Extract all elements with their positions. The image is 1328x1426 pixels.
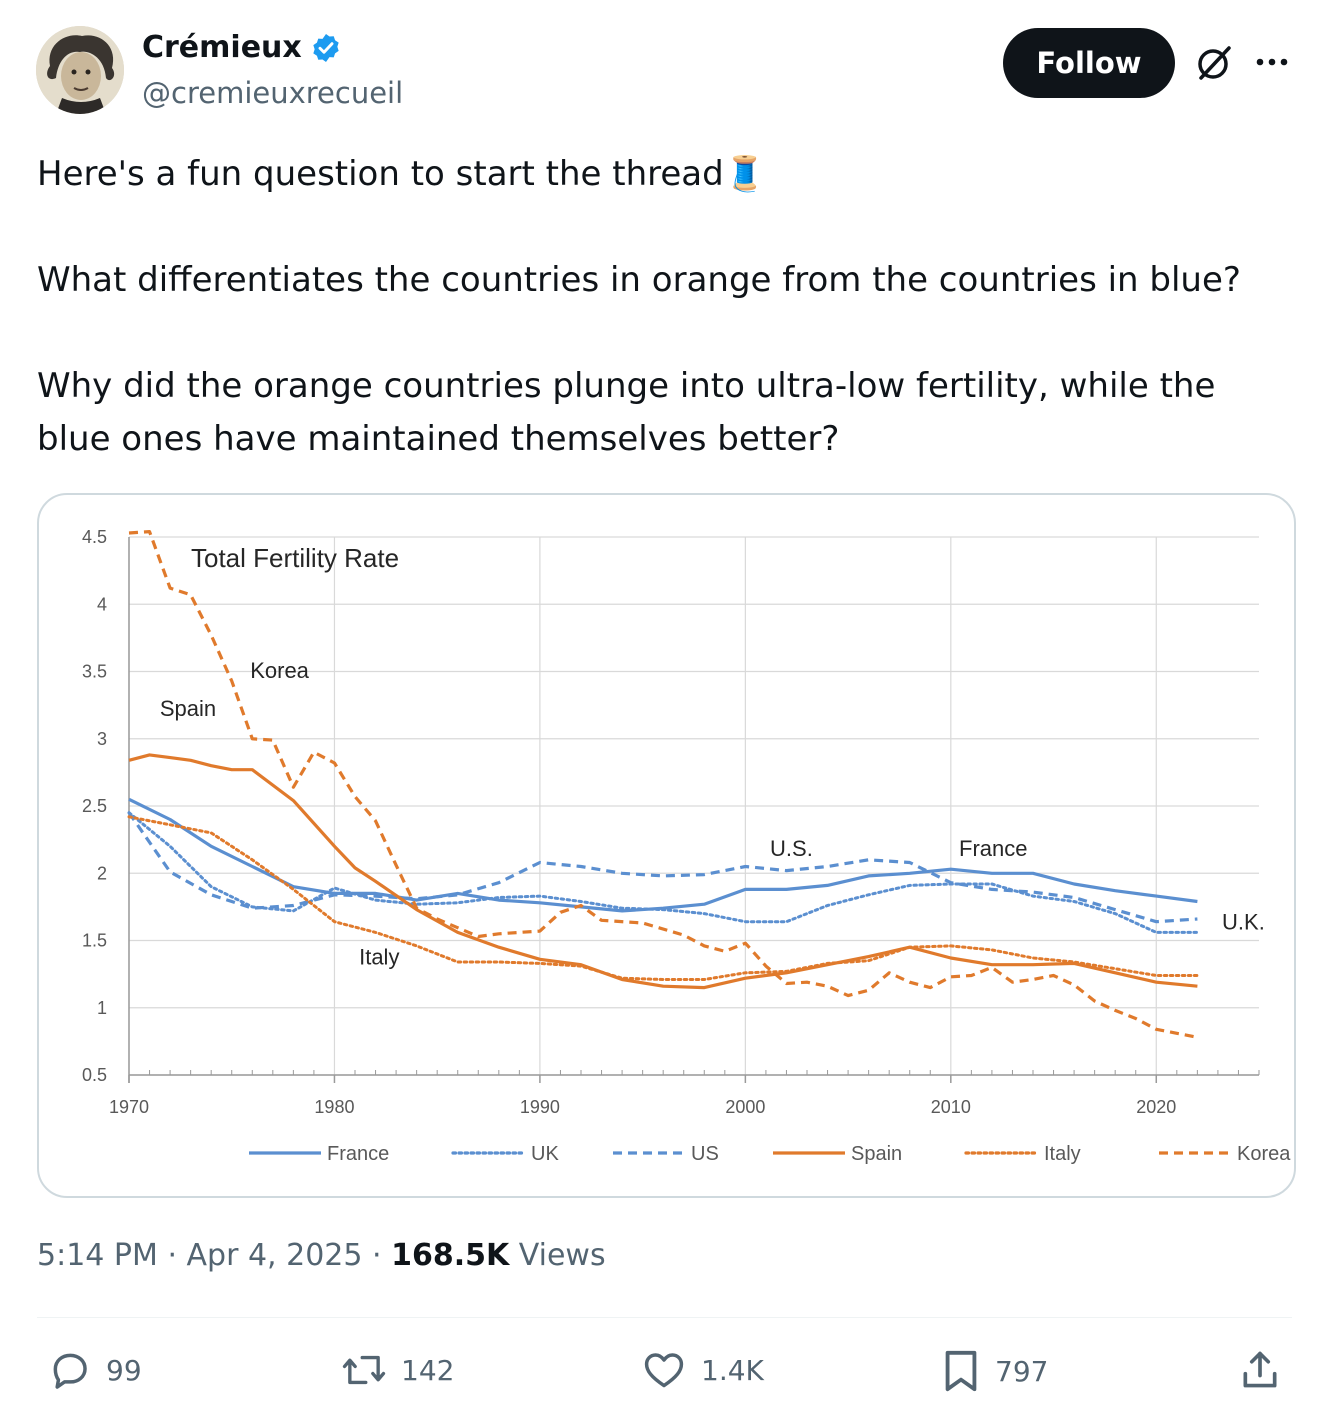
legend-label-france: France [327, 1143, 389, 1165]
annotation-label: Spain [160, 696, 216, 721]
tweet-text-line-2: What differentiates the countries in ora… [37, 260, 1241, 300]
annotation-label: U.K. [1222, 910, 1265, 935]
legend-label-us: US [691, 1143, 719, 1165]
share-icon [1243, 1351, 1277, 1388]
x-tick-label: 2010 [931, 1097, 971, 1117]
avatar[interactable] [36, 26, 124, 114]
repost-icon [342, 1355, 386, 1385]
repost-count: 142 [401, 1353, 455, 1387]
repost-button[interactable]: 142 [341, 1348, 454, 1392]
reply-button[interactable]: 99 [48, 1348, 142, 1392]
x-tick-label: 2020 [1136, 1097, 1176, 1117]
media-card[interactable]: 0.5 1 1.5 2 2.5 3 3.5 4 4.5 1970 1980 1990 2000 2010 2… [37, 493, 1296, 1198]
y-tick-label: 0.5 [82, 1065, 107, 1085]
annotation-label: U.S. [770, 836, 813, 861]
legend-label-spain: Spain [851, 1143, 902, 1165]
author-name-row[interactable]: Crémieux [142, 30, 342, 65]
y-tick-label: 1.5 [82, 931, 107, 951]
tweet-time[interactable]: 5:14 PM [37, 1238, 158, 1273]
verified-badge-icon [313, 33, 339, 62]
annotation-label: France [959, 836, 1027, 861]
tweet-date[interactable]: Apr 4, 2025 [186, 1238, 363, 1273]
y-tick-label: 2.5 [82, 796, 107, 816]
y-tick-label: 4 [97, 594, 107, 614]
x-tick-label: 2000 [725, 1097, 765, 1117]
series-line-uk [127, 811, 1199, 934]
series-line-us [127, 811, 1198, 924]
avatar-image [36, 26, 124, 114]
fertility-chart: 0.5 1 1.5 2 2.5 3 3.5 4 4.5 1970 1980 1990 2000 2010 2… [82, 527, 1291, 1165]
x-tick-label: 1970 [109, 1097, 149, 1117]
meta-separator: · [167, 1238, 187, 1273]
legend-label-uk: UK [531, 1143, 559, 1165]
x-tick-label: 1980 [314, 1097, 354, 1117]
y-tick-label: 3.5 [82, 662, 107, 682]
tweet-text-line-1: Here's a fun question to start the threa… [37, 154, 767, 194]
series-line-korea [128, 530, 1198, 1039]
share-button[interactable] [1238, 1348, 1282, 1392]
annotation-label: Korea [250, 658, 309, 683]
legend-label-italy: Italy [1044, 1143, 1081, 1165]
more-options-icon[interactable] [1252, 44, 1292, 80]
heart-icon [644, 1353, 684, 1388]
author-handle[interactable]: @cremieuxrecueil [142, 76, 404, 110]
views-count: 168.5K [391, 1238, 510, 1273]
like-button[interactable]: 1.4K [641, 1348, 764, 1392]
annotation-label: Italy [359, 945, 399, 970]
like-count: 1.4K [701, 1353, 764, 1387]
series-line-spain [128, 753, 1198, 990]
tweet-text-line-3: Why did the orange countries plunge into… [37, 366, 1216, 459]
views-label: Views [518, 1238, 606, 1273]
reply-icon [53, 1353, 87, 1389]
legend-label-korea: Korea [1237, 1143, 1291, 1165]
y-tick-label: 4.5 [82, 527, 107, 547]
follow-button[interactable]: Follow [1003, 28, 1175, 98]
divider [37, 1317, 1292, 1318]
bookmark-button[interactable]: 797 [941, 1348, 1048, 1394]
x-tick-label: 1990 [520, 1097, 560, 1117]
series-line-italy [127, 815, 1199, 981]
tweet-meta: 5:14 PM · Apr 4, 2025 · 168.5K Views [37, 1238, 606, 1273]
bookmark-count: 797 [995, 1354, 1049, 1388]
y-tick-label: 2 [97, 863, 107, 883]
bookmark-icon [945, 1350, 977, 1392]
author-name[interactable]: Crémieux [142, 30, 302, 65]
meta-separator: · [372, 1238, 392, 1273]
grok-icon[interactable] [1193, 42, 1235, 84]
reply-count: 99 [106, 1353, 142, 1387]
chart-title: Total Fertility Rate [191, 543, 399, 573]
y-tick-label: 1 [97, 998, 107, 1018]
y-tick-label: 3 [97, 729, 107, 749]
